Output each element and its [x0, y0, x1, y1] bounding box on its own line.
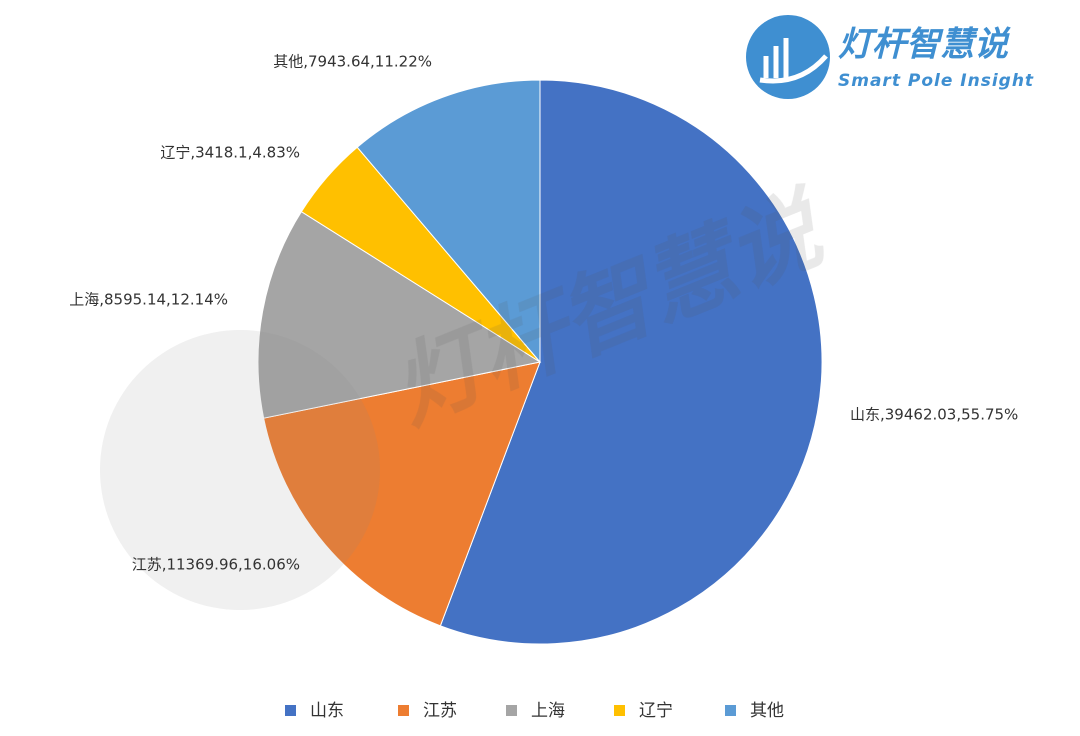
labels: 山东,39462.03,55.75% 江苏,11369.96,16.06% 上海,8…: [69, 53, 1018, 574]
data-label: 江苏,11369.96,16.06%: [132, 556, 300, 574]
legend-label: 江苏: [423, 701, 457, 721]
legend-swatch: [285, 705, 296, 716]
pie: [257, 79, 823, 645]
data-label: 辽宁,3418.1,4.83%: [160, 144, 300, 162]
data-label: 其他,7943.64,11.22%: [273, 53, 432, 71]
pie-slice: [257, 210, 542, 419]
logo: 灯杆智慧说 Smart Pole Insight: [746, 15, 1034, 99]
legend-label: 辽宁: [639, 701, 673, 721]
legend-swatch: [506, 705, 517, 716]
legend-label: 其他: [750, 701, 784, 721]
pie-slice: [263, 361, 541, 627]
logo-title: 灯杆智慧说: [838, 25, 1011, 65]
legend-swatch: [398, 705, 409, 716]
legend-label: 山东: [310, 701, 344, 721]
legend-swatch: [725, 705, 736, 716]
pie-slice: [439, 79, 823, 645]
legend-label: 上海: [531, 701, 565, 721]
data-label: 山东,39462.03,55.75%: [850, 406, 1018, 424]
watermark-circle: [100, 330, 380, 610]
data-label: 上海,8595.14,12.14%: [69, 291, 228, 309]
logo-icon: [759, 38, 828, 84]
logo-subtitle: Smart Pole Insight: [838, 71, 1034, 91]
legend-swatch: [614, 705, 625, 716]
legend: 山东 江苏 上海 辽宁 其他: [285, 701, 784, 721]
pie-slice: [356, 79, 541, 364]
